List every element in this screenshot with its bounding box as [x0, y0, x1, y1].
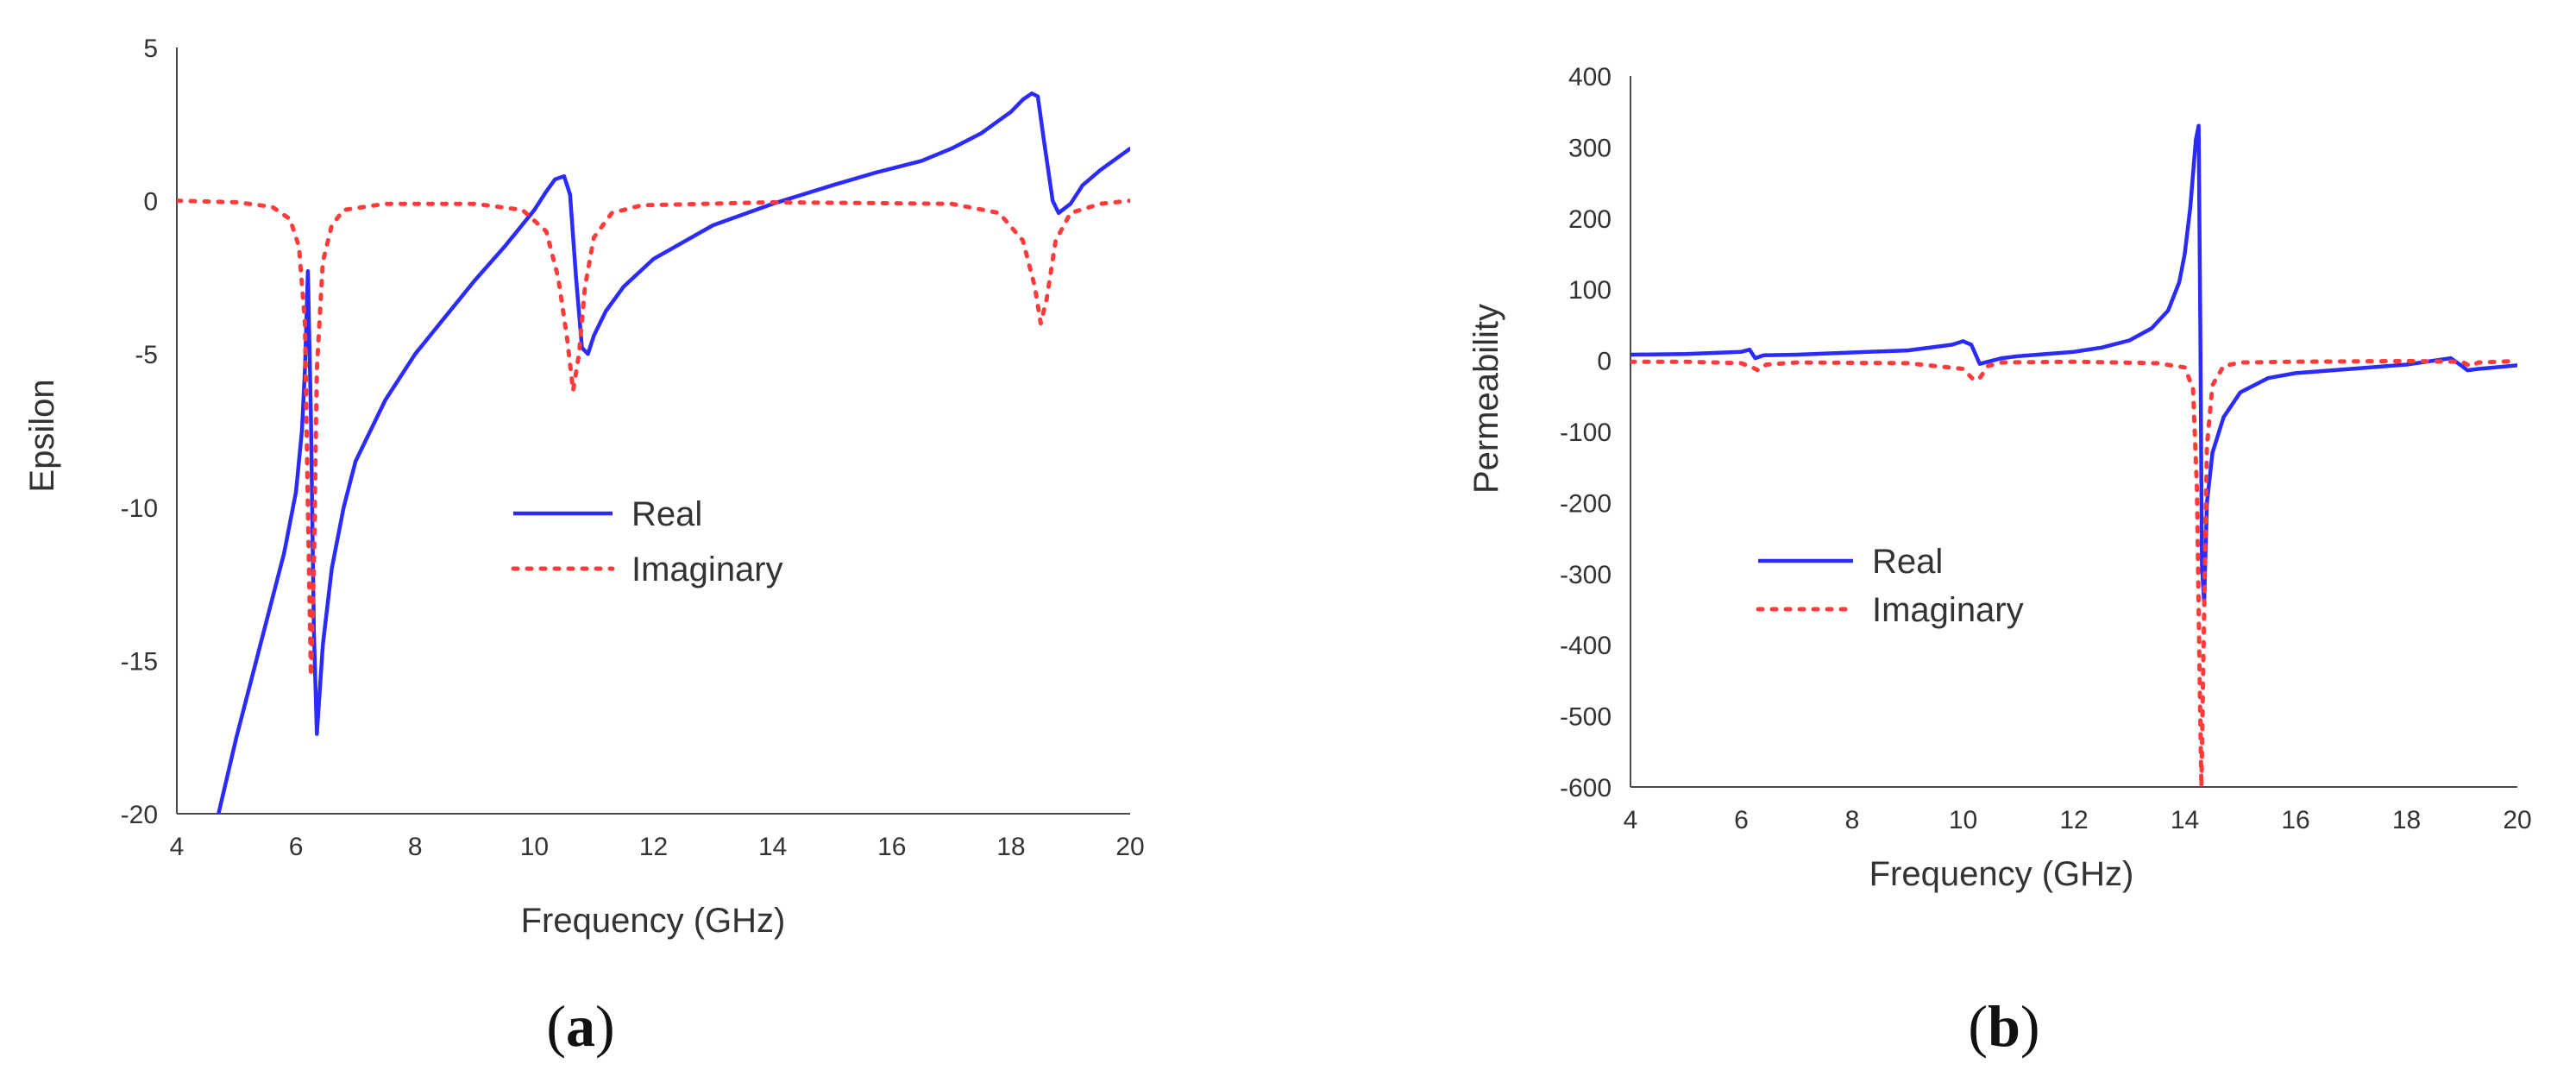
- epsilon-x-axis-title: Frequency (GHz): [521, 902, 786, 940]
- permeability-x-tick-label: 8: [1845, 806, 1860, 834]
- permeability-x-tick-label: 14: [2171, 806, 2199, 834]
- epsilon-chart: 4 6 8 10 12 14 16 18 20 5 0 -5 -10 -15 -20 Real Imagina…: [23, 35, 1145, 1059]
- permeability-x-tick-label: 4: [1624, 806, 1638, 834]
- epsilon-x-tick-label: 12: [639, 833, 668, 861]
- permeability-x-tick-label: 6: [1734, 806, 1749, 834]
- epsilon-x-tick-label: 14: [758, 833, 787, 861]
- epsilon-ticks: 4 6 8 10 12 14 16 18 20 5 0 -5 -10 -15 -20: [121, 35, 1145, 861]
- permeability-axes: [1630, 76, 2517, 788]
- permeability-series-real-line: [1630, 123, 2517, 605]
- epsilon-chart-panel: 4 6 8 10 12 14 16 18 20 5 0 -5 -10 -15 -20 Real Imagina…: [23, 35, 1145, 1059]
- permeability-chart-panel: 4 6 8 10 12 14 16 18 20 400 300 200 100 0 -100 -200 -300…: [1288, 0, 2576, 1070]
- permeability-ticks: 4 6 8 10 12 14 16 18 20 400 300 200 100 0 -100 -200 -300…: [1560, 63, 2532, 834]
- permeability-y-tick-label: 400: [1568, 63, 1612, 91]
- permeability-legend-label-real: Real: [1872, 543, 1943, 581]
- epsilon-y-tick-label: -20: [121, 801, 158, 829]
- permeability-series-imaginary-line: [1630, 358, 2517, 787]
- permeability-x-tick-label: 10: [1949, 806, 1977, 834]
- permeability-y-tick-label: -300: [1560, 561, 1612, 589]
- permeability-x-tick-label: 12: [2059, 806, 2088, 834]
- permeability-x-tick-label: 16: [2281, 806, 2309, 834]
- epsilon-x-tick-label: 4: [170, 833, 185, 861]
- permeability-y-tick-label: -400: [1560, 632, 1612, 660]
- epsilon-x-tick-label: 8: [408, 833, 423, 861]
- epsilon-legend: Real Imaginary: [511, 495, 783, 588]
- permeability-y-tick-label: -600: [1560, 774, 1612, 802]
- epsilon-y-tick-label: -5: [135, 341, 158, 369]
- permeability-y-axis-title: Permeability: [1467, 304, 1505, 494]
- permeability-x-tick-label: 18: [2392, 806, 2421, 834]
- permeability-series: [1630, 123, 2517, 787]
- permeability-legend-label-imaginary: Imaginary: [1872, 591, 2024, 629]
- epsilon-series-imaginary-line: [177, 198, 1130, 678]
- permeability-x-tick-label: 20: [2503, 806, 2531, 834]
- epsilon-y-tick-label: -15: [121, 647, 158, 676]
- epsilon-legend-label-real: Real: [631, 495, 702, 533]
- epsilon-x-tick-label: 10: [520, 833, 549, 861]
- epsilon-y-axis-title: Epsilon: [23, 379, 61, 492]
- permeability-y-tick-label: -200: [1560, 489, 1612, 518]
- panel-label-a: (a): [546, 993, 614, 1059]
- epsilon-x-tick-label: 18: [996, 833, 1025, 861]
- permeability-y-tick-label: -500: [1560, 703, 1612, 732]
- permeability-y-tick-label: 100: [1568, 276, 1612, 305]
- epsilon-series: [177, 91, 1130, 814]
- epsilon-axes: [176, 47, 1130, 815]
- epsilon-x-tick-label: 6: [289, 833, 304, 861]
- permeability-legend: Real Imaginary: [1756, 543, 2024, 629]
- permeability-chart: 4 6 8 10 12 14 16 18 20 400 300 200 100 0 -100 -200 -300…: [1467, 63, 2532, 1059]
- permeability-y-tick-label: 300: [1568, 134, 1612, 162]
- permeability-y-tick-label: 0: [1597, 348, 1612, 376]
- permeability-y-tick-label: -100: [1560, 419, 1612, 447]
- epsilon-legend-label-imaginary: Imaginary: [631, 551, 783, 588]
- epsilon-x-tick-label: 16: [877, 833, 906, 861]
- panel-label-b: (b): [1968, 993, 2039, 1059]
- epsilon-y-tick-label: 5: [143, 35, 158, 63]
- epsilon-x-tick-label: 20: [1115, 833, 1144, 861]
- epsilon-series-real-line: [217, 91, 1130, 814]
- permeability-x-axis-title: Frequency (GHz): [1869, 855, 2134, 893]
- permeability-y-tick-label: 200: [1568, 205, 1612, 234]
- epsilon-y-tick-label: -10: [121, 494, 158, 523]
- epsilon-y-tick-label: 0: [143, 188, 158, 217]
